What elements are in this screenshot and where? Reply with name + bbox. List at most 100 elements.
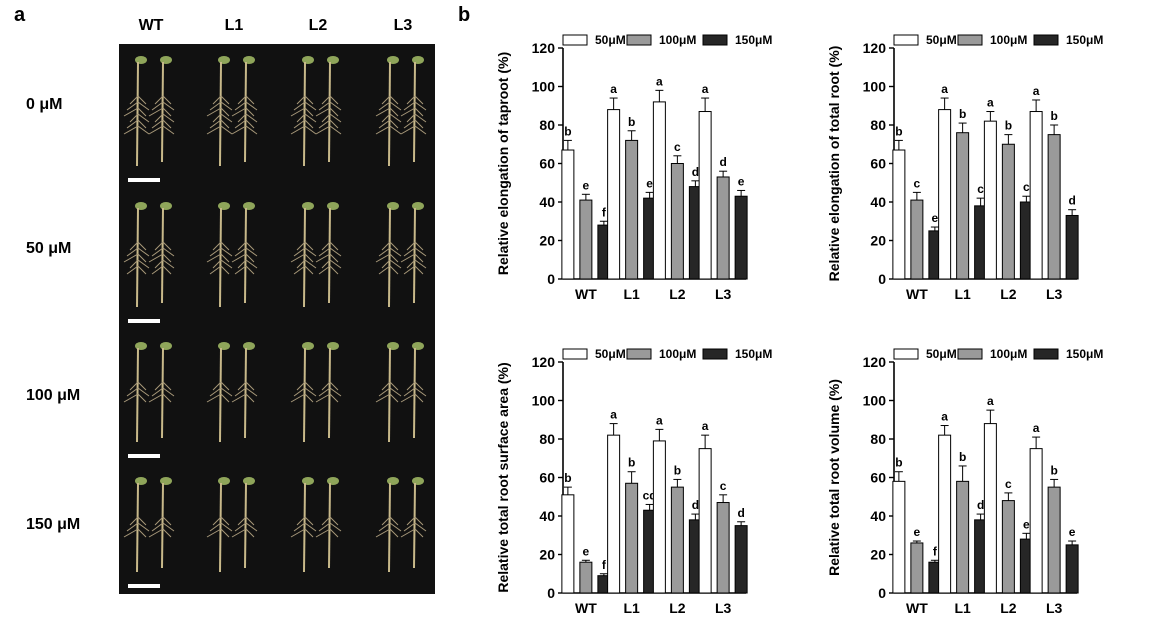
bar: [1001, 143, 1015, 280]
x-tick-label: L3: [715, 600, 732, 616]
significance-letter: c: [720, 479, 727, 493]
y-tick-label: 20: [539, 547, 555, 563]
significance-letter: b: [628, 456, 635, 470]
bar: [652, 440, 666, 594]
seedling: [206, 342, 233, 443]
legend-label: 50μM: [595, 33, 626, 47]
seedling: [290, 202, 317, 308]
legend-swatch: [957, 348, 983, 360]
bar: [607, 434, 621, 594]
seedling: [290, 342, 317, 443]
significance-letter: b: [895, 456, 902, 470]
bar: [910, 542, 924, 594]
legend-label: 100μM: [990, 347, 1027, 361]
y-axis-label: Relative total root volume (%): [826, 379, 842, 576]
legend-swatch: [562, 348, 588, 360]
chart-2: 0 20 40 60 80 100 120 Relative elongation of to…: [826, 33, 1103, 302]
significance-letter: d: [692, 498, 699, 512]
significance-letter: d: [719, 155, 726, 169]
bar: [1065, 214, 1079, 280]
legend-label: 100μM: [659, 347, 696, 361]
significance-letter: f: [602, 205, 607, 219]
significance-letter: b: [564, 471, 571, 485]
row-label-1: 50 μM: [26, 240, 71, 257]
bar: [625, 139, 639, 280]
column-label-l2: L2: [309, 17, 328, 34]
bar: [1047, 486, 1061, 594]
x-tick-label: L1: [623, 600, 640, 616]
seedling: [375, 202, 402, 308]
bar: [1001, 500, 1015, 594]
significance-letter: a: [987, 96, 994, 110]
significance-letter: a: [656, 74, 663, 88]
bar: [716, 176, 730, 280]
y-axis-label: Relative elongation of taproot (%): [495, 52, 511, 275]
x-tick-label: WT: [575, 286, 597, 302]
bar: [579, 561, 593, 594]
seedling: [206, 202, 233, 308]
bar: [698, 448, 712, 594]
y-tick-label: 20: [870, 547, 886, 563]
legend-swatch: [957, 34, 983, 46]
panel-label-b: b: [458, 4, 471, 26]
seedling: [148, 202, 175, 304]
x-tick-label: L1: [623, 286, 640, 302]
bar: [938, 434, 952, 594]
significance-letter: b: [959, 450, 966, 464]
significance-letter: f: [933, 544, 938, 558]
y-tick-label: 20: [539, 233, 555, 249]
bar: [956, 480, 970, 594]
significance-letter: c: [914, 176, 921, 190]
legend-swatch: [626, 348, 652, 360]
significance-letter: b: [1050, 463, 1057, 477]
y-tick-label: 0: [878, 271, 886, 287]
bar: [698, 111, 712, 280]
bar: [983, 423, 997, 594]
significance-letter: f: [602, 558, 607, 572]
seedling: [400, 342, 427, 439]
seedling: [206, 477, 233, 573]
column-label-wt: WT: [139, 17, 164, 34]
seedling: [148, 56, 175, 163]
significance-letter: d: [977, 498, 984, 512]
seedling: [375, 56, 402, 167]
significance-letter: a: [1033, 421, 1040, 435]
bar: [734, 195, 748, 280]
seedling: [123, 342, 150, 443]
significance-letter: a: [702, 82, 709, 96]
bar: [1065, 544, 1079, 594]
seedling: [123, 477, 150, 573]
bar: [561, 149, 575, 280]
legend-swatch: [893, 34, 919, 46]
y-tick-label: 80: [539, 117, 555, 133]
significance-letter: a: [941, 410, 948, 424]
significance-letter: a: [656, 413, 663, 427]
seedling: [315, 56, 342, 163]
legend-label: 50μM: [926, 33, 957, 47]
significance-letter: b: [674, 463, 681, 477]
seedling: [400, 477, 427, 569]
seedling: [231, 477, 258, 569]
y-tick-label: 40: [870, 508, 886, 524]
bar: [670, 486, 684, 594]
y-tick-label: 100: [863, 79, 887, 95]
photo-background: [119, 44, 435, 594]
y-tick-label: 80: [539, 431, 555, 447]
legend-label: 150μM: [735, 33, 772, 47]
bar: [734, 525, 748, 594]
x-tick-label: L2: [1000, 286, 1017, 302]
chart-3: 0 20 40 60 80 100 120 Relative total root surfa…: [495, 347, 772, 616]
seedling: [290, 477, 317, 573]
significance-letter: c: [1023, 180, 1030, 194]
significance-letter: c: [674, 140, 681, 154]
panel-label-a: a: [14, 4, 26, 26]
y-tick-label: 120: [863, 354, 887, 370]
significance-letter: e: [583, 544, 590, 558]
y-tick-label: 60: [870, 470, 886, 486]
significance-letter: a: [610, 82, 617, 96]
bar: [956, 132, 970, 280]
bar: [561, 494, 575, 594]
y-axis-label: Relative total root surface area (%): [495, 362, 511, 592]
significance-letter: b: [1005, 119, 1012, 133]
seedling: [148, 342, 175, 439]
